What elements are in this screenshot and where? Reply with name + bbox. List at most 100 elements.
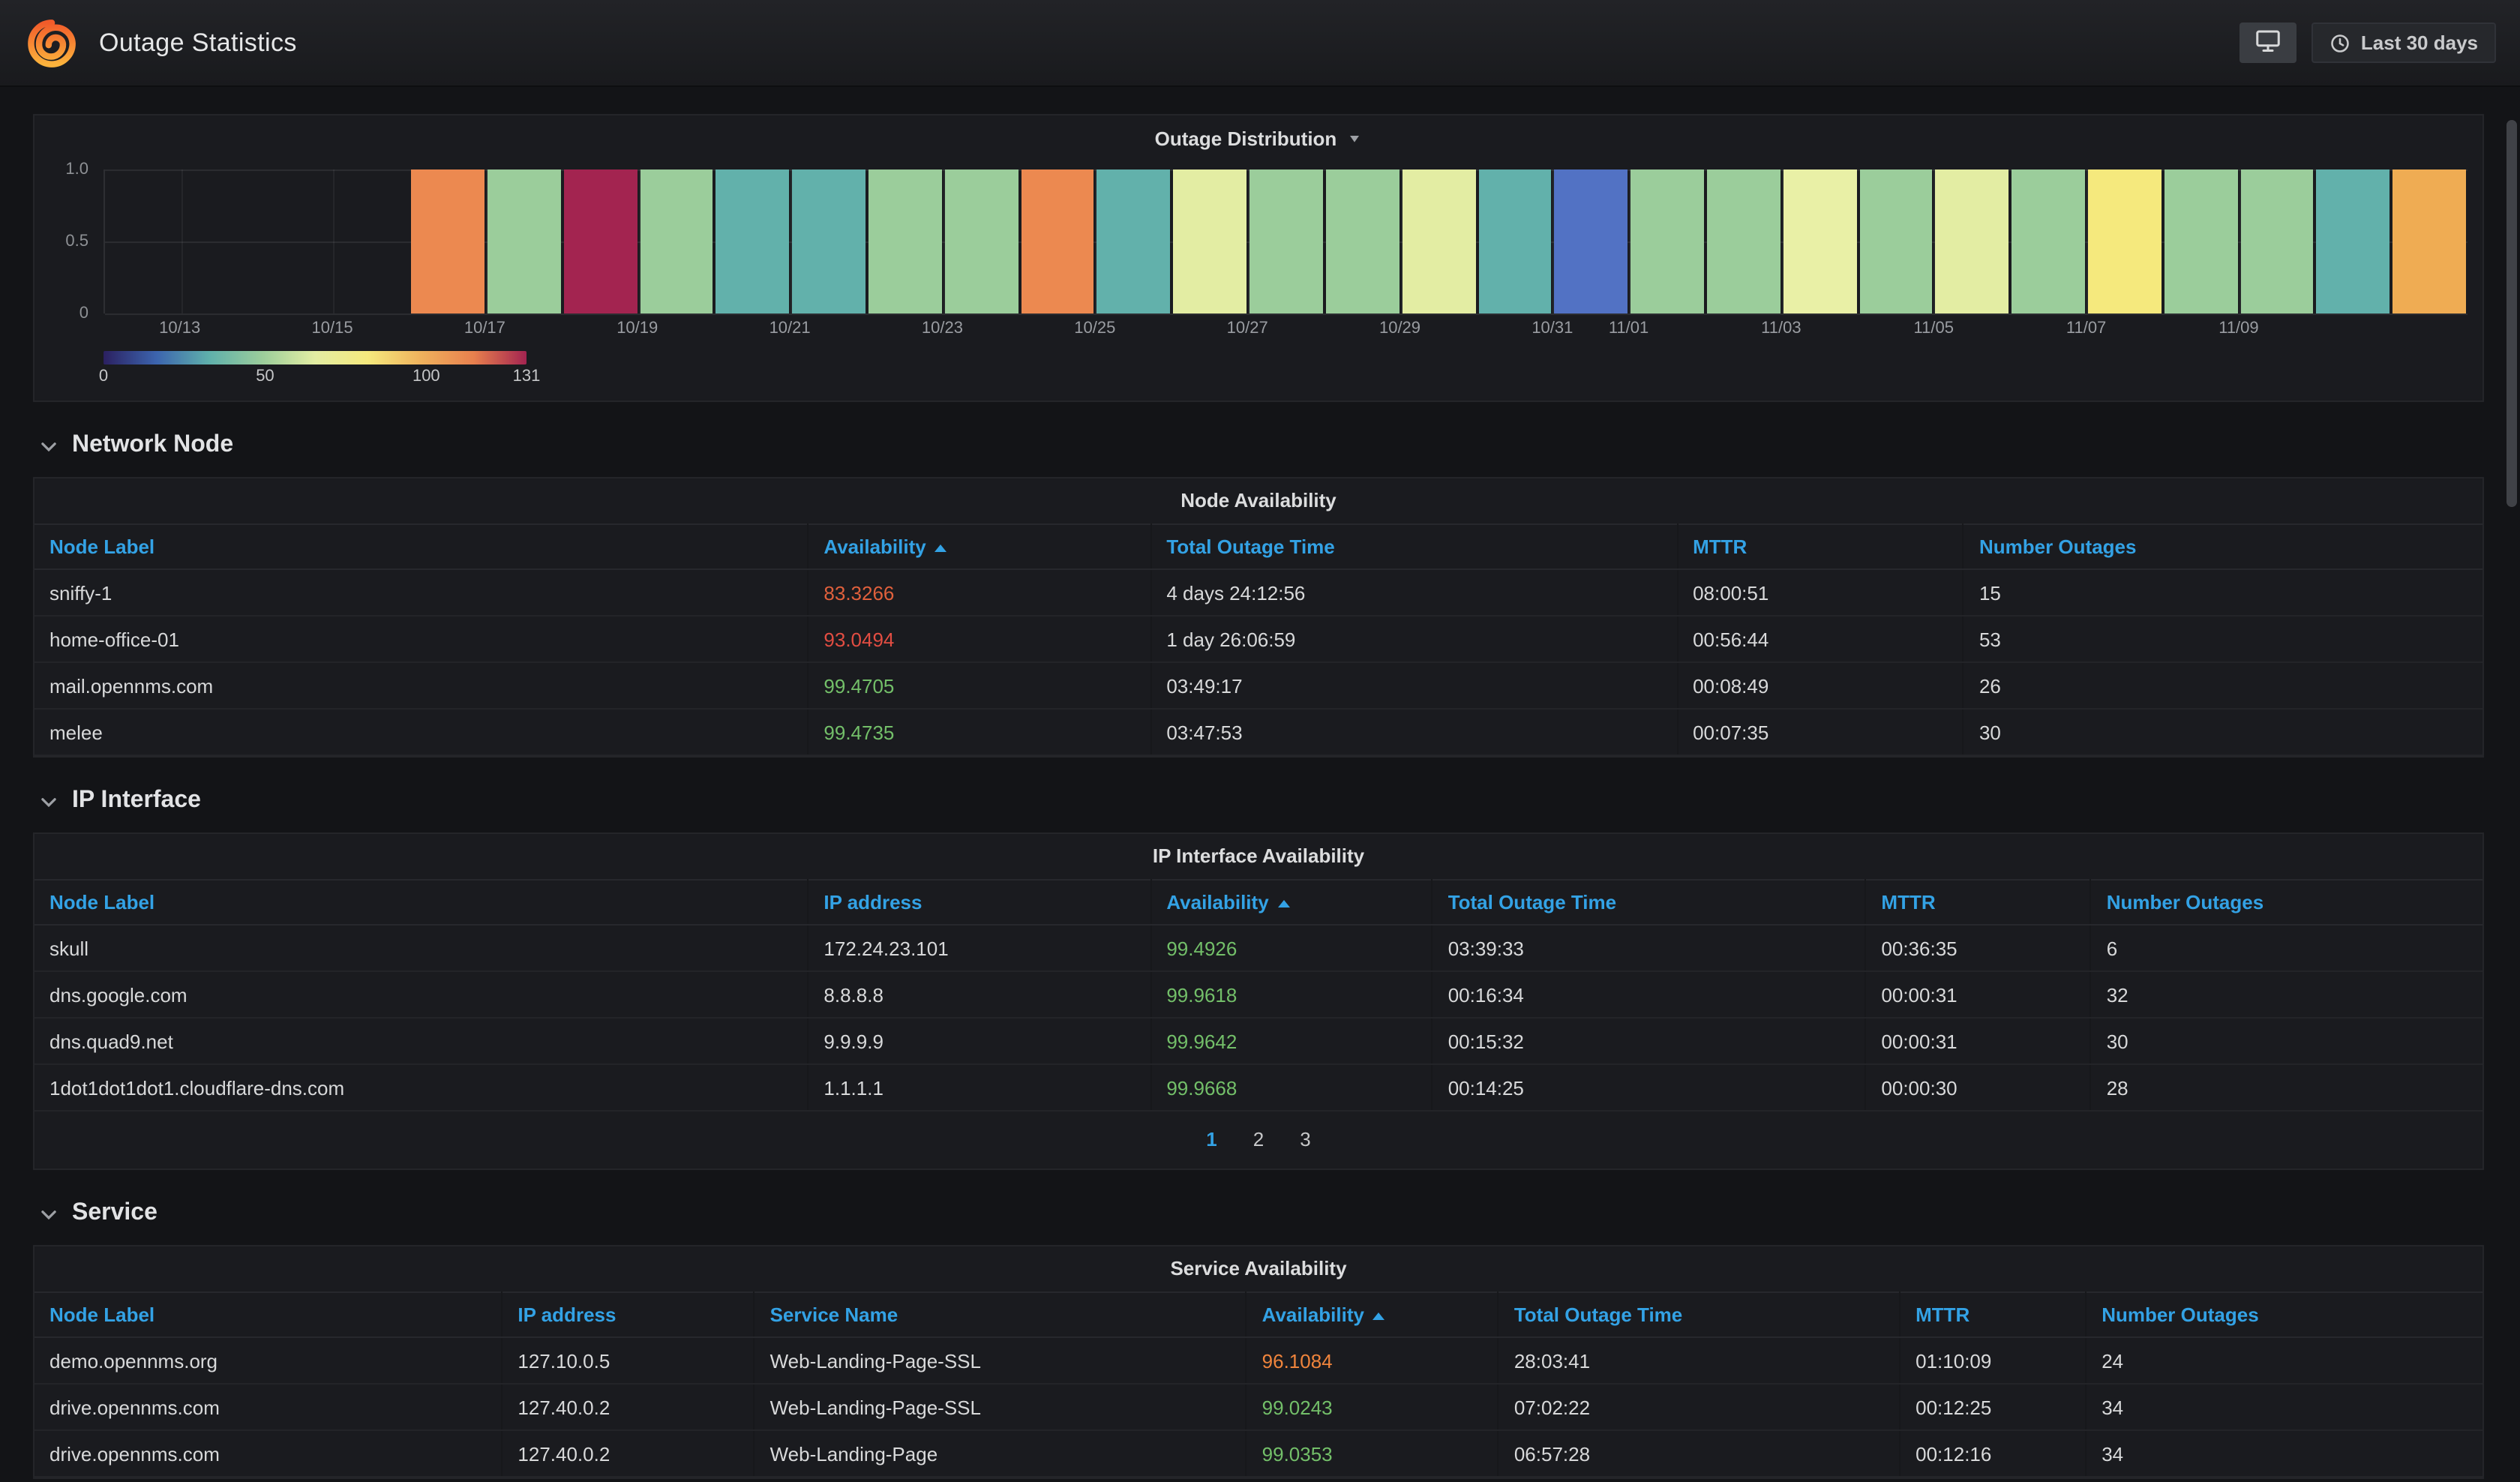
pagination: 1 2 3: [34, 1112, 2482, 1168]
table-cell: 99.9668: [1150, 1064, 1433, 1112]
panel-title[interactable]: Service Availability: [1170, 1257, 1347, 1280]
legend-tick-label: 0: [98, 368, 109, 386]
outage-bar-10-30[interactable]: [1478, 170, 1552, 314]
pagination-page-3[interactable]: 3: [1300, 1128, 1311, 1150]
outage-bar-11-06[interactable]: [2012, 170, 2085, 314]
table-cell: 96.1084: [1246, 1337, 1499, 1384]
pagination-page-2[interactable]: 2: [1252, 1128, 1264, 1150]
outage-bar-11-08[interactable]: [2164, 170, 2238, 314]
scrollbar-thumb[interactable]: [2506, 120, 2517, 507]
gridline-vertical: [638, 170, 640, 314]
outage-bar-11-03[interactable]: [1783, 170, 1857, 314]
outage-bar-10-18[interactable]: [563, 170, 638, 314]
table-cell: dns.google.com: [34, 971, 809, 1018]
table-cell: mail.opennms.com: [34, 662, 809, 710]
ip-interface-availability-table-holder: Node Label IP address Availability Total Ou…: [34, 879, 2482, 1112]
section-header-ip-interface[interactable]: IP Interface: [33, 784, 2484, 818]
table-cell: Web-Landing-Page-SSL: [754, 1384, 1247, 1431]
outage-bar-11-04[interactable]: [1859, 170, 1933, 314]
column-header-number-outages[interactable]: Number Outages: [2090, 879, 2482, 926]
outage-bar-10-27[interactable]: [1250, 170, 1323, 314]
table-cell: 1 day 26:06:59: [1150, 616, 1678, 663]
column-header-mttr[interactable]: MTTR: [1865, 879, 2092, 926]
table-row: 1dot1dot1dot1.cloudflare-dns.com 1.1.1.1 9…: [34, 1064, 2482, 1112]
navbar-left: Outage Statistics: [24, 16, 297, 70]
outage-bar-10-24[interactable]: [1021, 170, 1094, 314]
gridline-vertical: [1248, 170, 1250, 314]
table-cell: 08:00:51: [1677, 569, 1964, 616]
table-cell: 4 days 24:12:56: [1150, 569, 1678, 616]
table-cell: 28:03:41: [1498, 1337, 1901, 1384]
table-cell: 99.9618: [1150, 971, 1433, 1018]
navbar: Outage Statistics Last 30 days: [0, 0, 2520, 87]
column-header-mttr[interactable]: MTTR: [1677, 524, 1964, 570]
column-header-node-label[interactable]: Node Label: [34, 879, 809, 926]
column-header-total-outage-time[interactable]: Total Outage Time: [1432, 879, 1867, 926]
column-header-availability[interactable]: Availability: [1150, 879, 1433, 926]
column-header-mttr[interactable]: MTTR: [1900, 1292, 2087, 1338]
column-header-availability[interactable]: Availability: [1246, 1292, 1499, 1338]
outage-bar-10-28[interactable]: [1325, 170, 1400, 314]
table-cell: 32: [2090, 971, 2482, 1018]
outage-bar-10-21[interactable]: [792, 170, 866, 314]
x-axis-label: 10/13: [159, 320, 201, 338]
column-header-number-outages[interactable]: Number Outages: [1963, 524, 2482, 570]
column-header-service-name[interactable]: Service Name: [754, 1292, 1247, 1338]
column-header-node-label[interactable]: Node Label: [34, 524, 809, 570]
outage-bar-11-10[interactable]: [2316, 170, 2390, 314]
outage-bar-11-07[interactable]: [2087, 170, 2162, 314]
time-range-picker[interactable]: Last 30 days: [2311, 22, 2496, 63]
gridline-vertical: [1552, 170, 1555, 314]
table-cell: 1dot1dot1dot1.cloudflare-dns.com: [34, 1064, 809, 1112]
outage-bar-11-05[interactable]: [1935, 170, 2009, 314]
outage-bar-10-26[interactable]: [1173, 170, 1247, 314]
column-header-total-outage-time[interactable]: Total Outage Time: [1150, 524, 1678, 570]
table-row: drive.opennms.com 127.40.0.2 Web-Landing-P…: [34, 1384, 2482, 1431]
section-header-network-node[interactable]: Network Node: [33, 429, 2484, 462]
column-header-ip-address[interactable]: IP address: [808, 879, 1152, 926]
outage-bar-11-11[interactable]: [2392, 170, 2466, 314]
outage-bar-11-09[interactable]: [2240, 170, 2314, 314]
table-cell: 34: [2086, 1384, 2482, 1431]
outage-bar-11-02[interactable]: [1706, 170, 1780, 314]
gridline-vertical: [943, 170, 945, 314]
column-header-number-outages[interactable]: Number Outages: [2086, 1292, 2482, 1338]
outage-bar-10-19[interactable]: [640, 170, 713, 314]
panel-title[interactable]: IP Interface Availability: [1152, 844, 1365, 867]
column-header-node-label[interactable]: Node Label: [34, 1292, 503, 1338]
x-axis-label: 11/09: [2218, 320, 2259, 338]
table-row: melee 99.4735 03:47:53 00:07:35 30: [34, 709, 2482, 756]
panel-header-outage-distribution[interactable]: Outage Distribution: [34, 116, 2482, 160]
outage-bar-10-17[interactable]: [488, 170, 561, 314]
availability-table: Node Label Availability Total Outage Time M…: [34, 524, 2482, 756]
column-header-availability[interactable]: Availability: [808, 524, 1152, 570]
table-cell: 99.9642: [1150, 1018, 1433, 1065]
panel-title[interactable]: Node Availability: [1180, 489, 1336, 512]
table-cell: 00:00:31: [1865, 971, 2092, 1018]
tv-mode-button[interactable]: [2239, 22, 2296, 63]
table-cell: 1.1.1.1: [808, 1064, 1152, 1112]
outage-bar-10-20[interactable]: [716, 170, 790, 314]
grafana-logo-icon[interactable]: [24, 16, 78, 70]
table-cell: 99.0243: [1246, 1384, 1499, 1431]
table-cell: 00:00:30: [1865, 1064, 2092, 1112]
table-cell: sniffy-1: [34, 569, 809, 616]
pagination-page-1[interactable]: 1: [1206, 1128, 1217, 1150]
column-header-total-outage-time[interactable]: Total Outage Time: [1498, 1292, 1901, 1338]
gridline-vertical: [2239, 170, 2241, 314]
outage-bar-11-01[interactable]: [1630, 170, 1704, 314]
color-scale-legend: 0 50 100 131: [99, 351, 540, 390]
outage-bar-10-31[interactable]: [1554, 170, 1628, 314]
service-availability-table-holder: Node Label IP address Service Name Availabi…: [34, 1292, 2482, 1478]
section-header-service[interactable]: Service: [33, 1197, 2484, 1230]
outage-bar-10-22[interactable]: [868, 170, 942, 314]
outage-bar-10-16[interactable]: [411, 170, 485, 314]
outage-bar-10-25[interactable]: [1096, 170, 1171, 314]
dashboard-title[interactable]: Outage Statistics: [99, 28, 297, 56]
outage-bar-10-23[interactable]: [944, 170, 1018, 314]
outage-bar-10-29[interactable]: [1402, 170, 1475, 314]
column-header-ip-address[interactable]: IP address: [502, 1292, 755, 1338]
table-cell: 99.4735: [808, 709, 1152, 756]
table-cell: 9.9.9.9: [808, 1018, 1152, 1065]
